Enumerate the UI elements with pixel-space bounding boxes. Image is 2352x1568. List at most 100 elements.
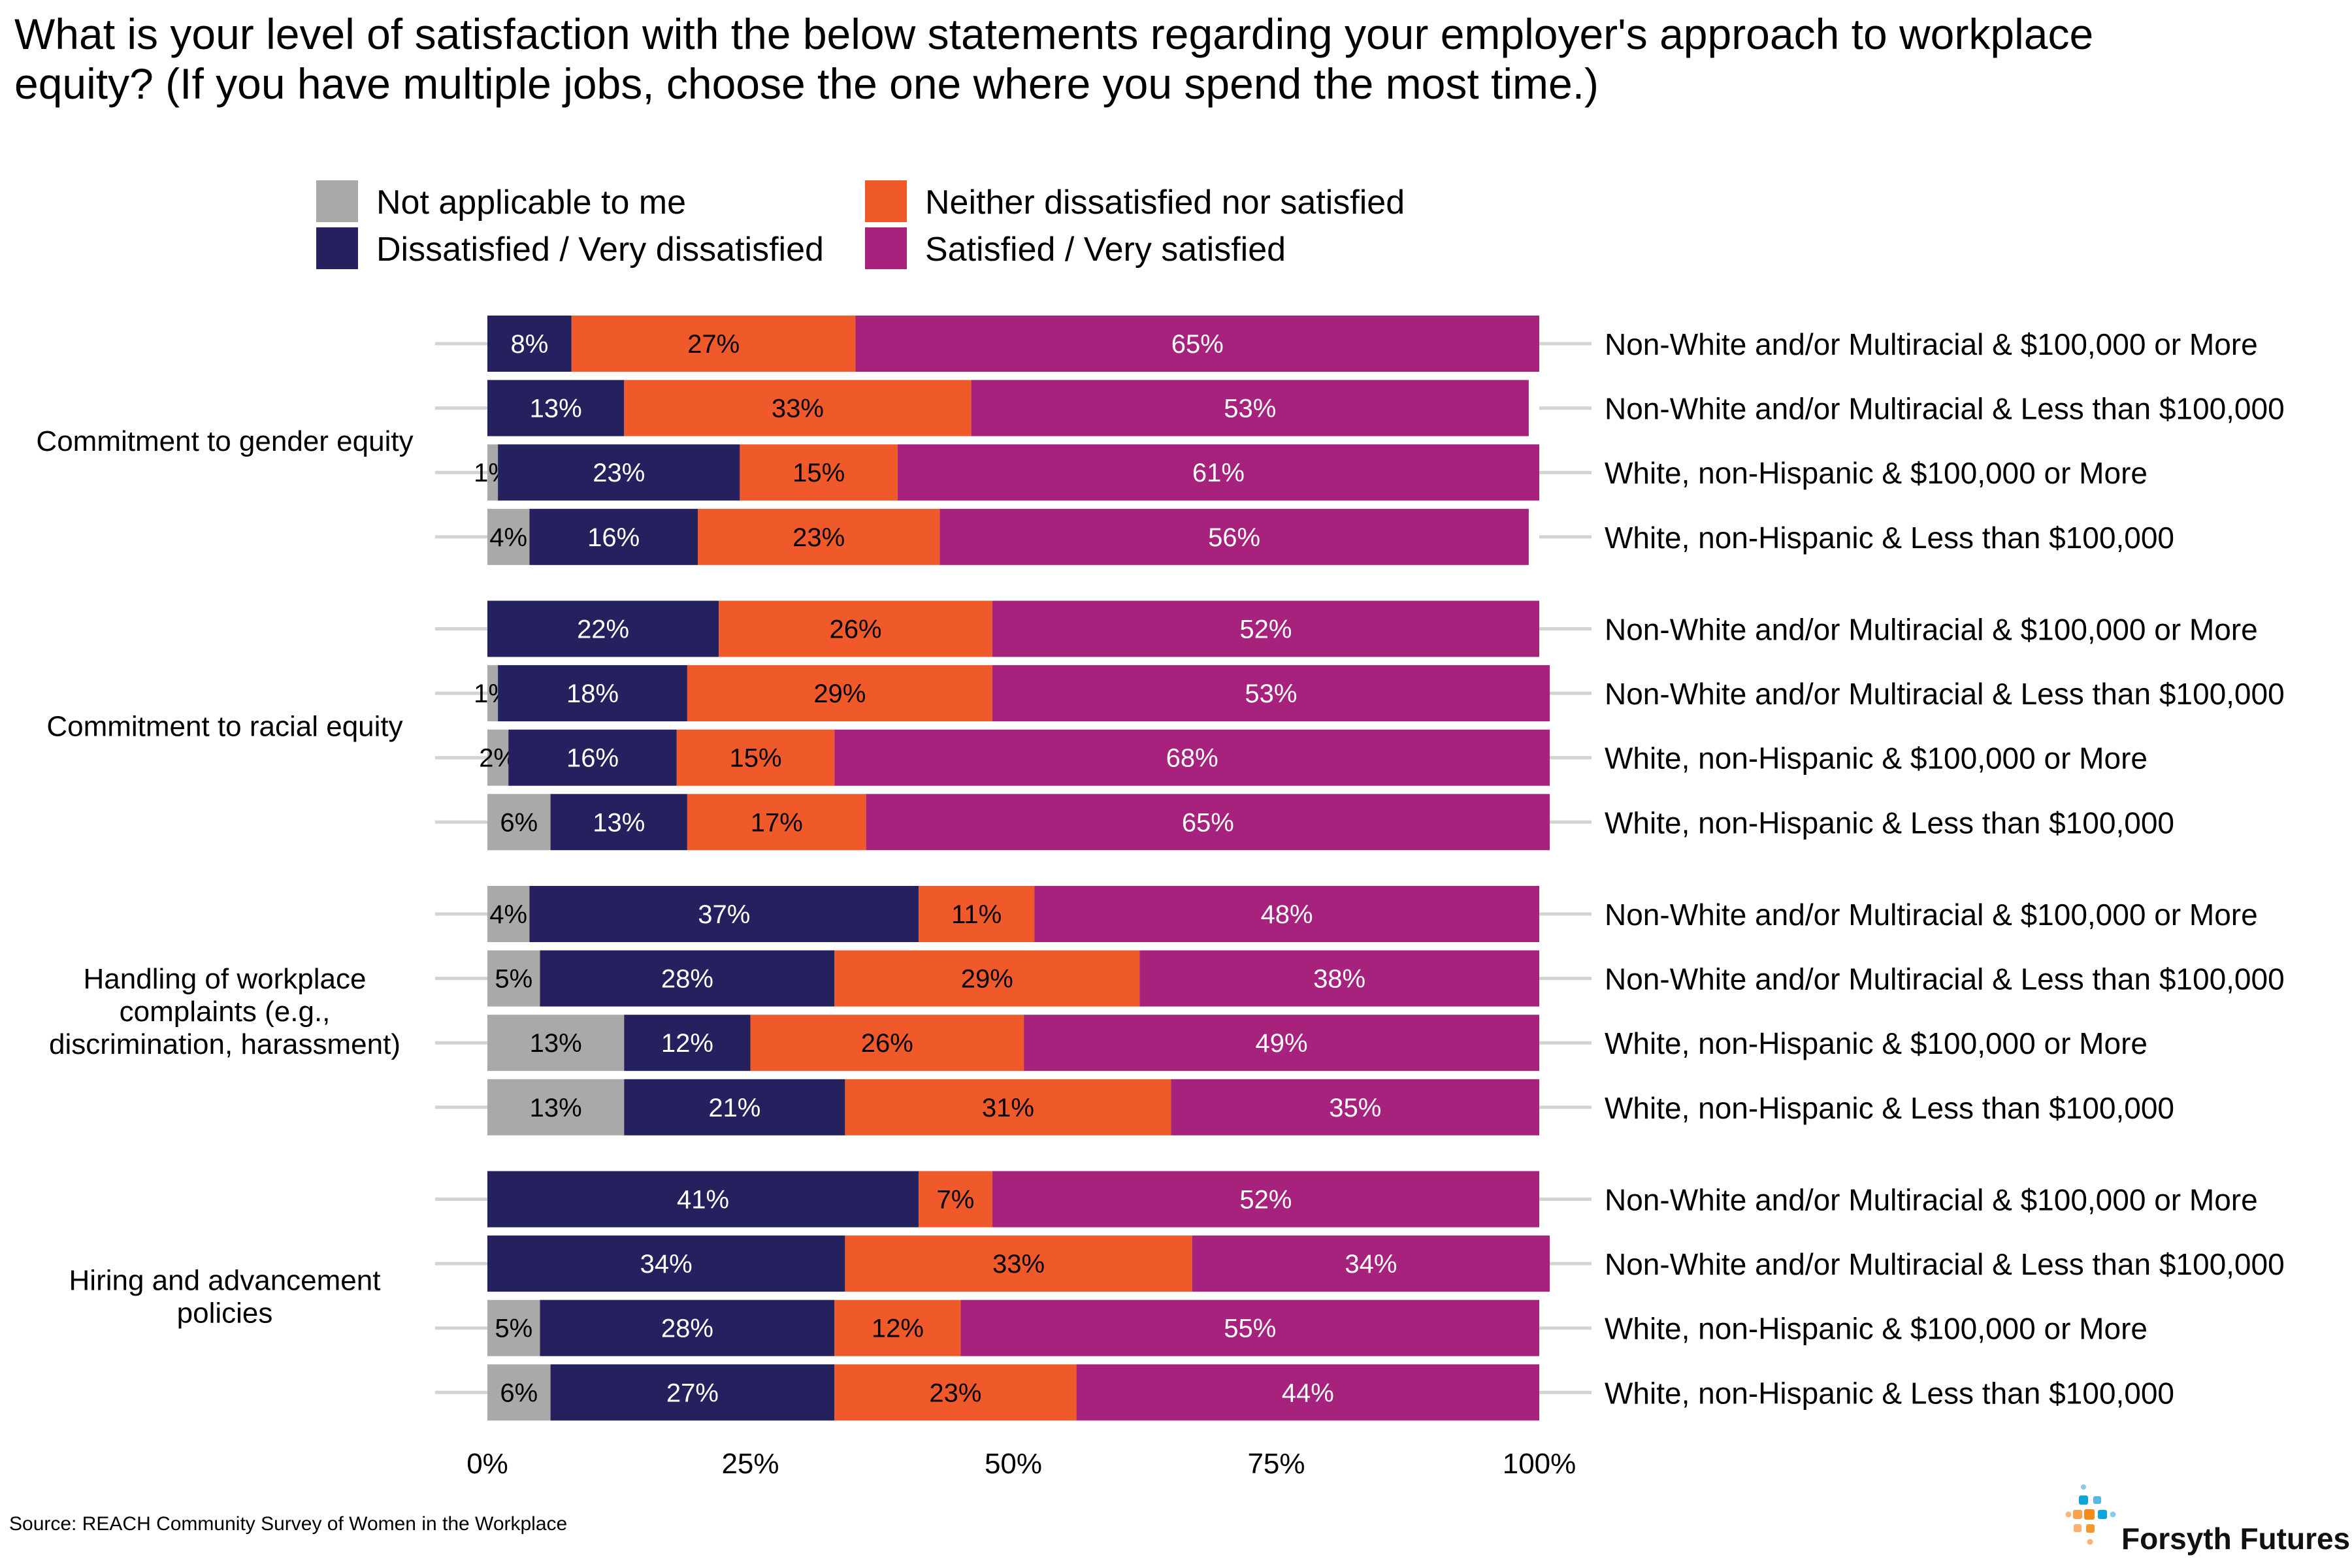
- bar-segment: [487, 794, 551, 851]
- bar-value-label: 52%: [1239, 1186, 1292, 1215]
- group-label: Commitment to racial equity: [46, 710, 402, 742]
- row-label: White, non-Hispanic & $100,000 or More: [1605, 742, 2148, 776]
- bar-value-label: 34%: [1345, 1250, 1397, 1279]
- bar-segment: [866, 794, 1550, 851]
- bar-segment: [487, 950, 540, 1007]
- bar-value-label: 49%: [1256, 1029, 1308, 1058]
- bar-value-label: 68%: [1166, 744, 1218, 773]
- group-label: policies: [177, 1297, 273, 1329]
- bar-value-label: 56%: [1208, 523, 1260, 552]
- bar-value-label: 15%: [730, 744, 782, 773]
- bar-value-label: 44%: [1282, 1379, 1334, 1407]
- bar-value-label: 7%: [937, 1186, 975, 1215]
- bar-value-label: 12%: [661, 1029, 713, 1058]
- row-label: Non-White and/or Multiracial & $100,000 …: [1605, 1183, 2258, 1217]
- bar-value-label: 18%: [566, 679, 619, 708]
- bar-segment: [960, 1299, 1539, 1356]
- bar-segment: [540, 1299, 835, 1356]
- logo-dots-icon: [2065, 1484, 2116, 1545]
- bar-segment: [487, 1299, 540, 1356]
- bar-segment: [845, 1235, 1192, 1292]
- bar-value-label: 21%: [708, 1094, 760, 1122]
- logo-text: Forsyth Futures: [2121, 1522, 2351, 1556]
- legend-label: Satisfied / Very satisfied: [925, 231, 1286, 269]
- bar-value-label: 29%: [813, 679, 866, 708]
- bar-segment: [855, 316, 1539, 372]
- bar-value-label: 13%: [593, 808, 645, 837]
- bar-segment: [498, 665, 687, 722]
- bar-value-label: 27%: [687, 330, 740, 359]
- bar-value-label: 27%: [666, 1379, 719, 1407]
- legend-swatch-dissatisfied: [316, 227, 358, 269]
- bar-segment: [624, 1079, 845, 1135]
- group-label: Handling of workplace: [84, 963, 367, 995]
- bar-value-label: 5%: [495, 1315, 532, 1343]
- bar-segment: [529, 886, 919, 942]
- bar-segment: [508, 729, 677, 786]
- bar-segment: [487, 665, 498, 722]
- bar-segment: [834, 729, 1550, 786]
- bar-segment: [487, 1171, 919, 1228]
- bar-segment: [487, 1079, 625, 1135]
- bar-segment: [1139, 950, 1539, 1007]
- row-label: Non-White and/or Multiracial & Less than…: [1605, 1247, 2285, 1281]
- bar-segment: [550, 794, 687, 851]
- bar-segment: [750, 1015, 1024, 1071]
- legend-label: Dissatisfied / Very dissatisfied: [376, 231, 824, 269]
- bar-segment: [1024, 1015, 1539, 1071]
- bar-segment: [487, 1015, 625, 1071]
- row-label: White, non-Hispanic & Less than $100,000: [1605, 1091, 2174, 1125]
- bar-segment: [676, 729, 835, 786]
- bar-value-label: 41%: [677, 1186, 729, 1215]
- bar-value-label: 11%: [951, 900, 1002, 929]
- bar-value-label: 53%: [1245, 679, 1297, 708]
- bar-segment: [740, 444, 898, 501]
- bar-value-label: 28%: [661, 965, 713, 994]
- bar-segment: [487, 1364, 551, 1421]
- bar-value-label: 34%: [640, 1250, 693, 1279]
- x-tick-label: 0%: [466, 1448, 508, 1480]
- row-label: Non-White and/or Multiracial & $100,000 …: [1605, 898, 2258, 932]
- bar-segment: [1034, 886, 1539, 942]
- bar-segment: [540, 950, 835, 1007]
- row-label: Non-White and/or Multiracial & $100,000 …: [1605, 327, 2258, 361]
- group-label: Commitment to gender equity: [36, 425, 413, 457]
- bar-segment: [1171, 1079, 1539, 1135]
- row-label: White, non-Hispanic & Less than $100,000: [1605, 1376, 2174, 1410]
- forsyth-futures-logo: Forsyth Futures: [2065, 1483, 2352, 1568]
- bar-segment: [939, 508, 1529, 565]
- bar-segment: [992, 665, 1550, 722]
- bar-value-label: 48%: [1261, 900, 1313, 929]
- bar-value-label: 26%: [829, 615, 881, 644]
- bar-value-label: 22%: [577, 615, 629, 644]
- bar-value-label: 23%: [593, 459, 645, 487]
- bar-value-label: 53%: [1224, 395, 1276, 423]
- bar-value-label: 65%: [1171, 330, 1224, 359]
- source-note: Source: REACH Community Survey of Women …: [9, 1513, 568, 1535]
- bar-value-label: 4%: [489, 523, 527, 552]
- legend-label: Neither dissatisfied nor satisfied: [925, 184, 1405, 221]
- bar-segment: [687, 794, 866, 851]
- bar-value-label: 38%: [1313, 965, 1365, 994]
- bar-segment: [624, 380, 972, 436]
- bar-value-label: 33%: [992, 1250, 1045, 1279]
- group-label: Hiring and advancement: [69, 1264, 381, 1296]
- bar-value-label: 23%: [929, 1379, 981, 1407]
- legend-swatch-not-applicable: [316, 180, 358, 222]
- bar-value-label: 13%: [530, 1029, 582, 1058]
- bar-value-label: 29%: [961, 965, 1013, 994]
- bar-value-label: 61%: [1192, 459, 1245, 487]
- x-tick-label: 25%: [721, 1448, 779, 1480]
- bar-segment: [487, 886, 530, 942]
- row-label: Non-White and/or Multiracial & $100,000 …: [1605, 613, 2258, 647]
- row-label: White, non-Hispanic & $100,000 or More: [1605, 1312, 2148, 1346]
- bar-value-label: 12%: [872, 1315, 924, 1343]
- bar-segment: [487, 508, 530, 565]
- row-label: Non-White and/or Multiracial & Less than…: [1605, 392, 2285, 426]
- bar-segment: [487, 600, 719, 657]
- bar-value-label: 26%: [861, 1029, 913, 1058]
- bar-segment: [971, 380, 1529, 436]
- bar-value-label: 33%: [772, 395, 824, 423]
- bar-segment: [498, 444, 740, 501]
